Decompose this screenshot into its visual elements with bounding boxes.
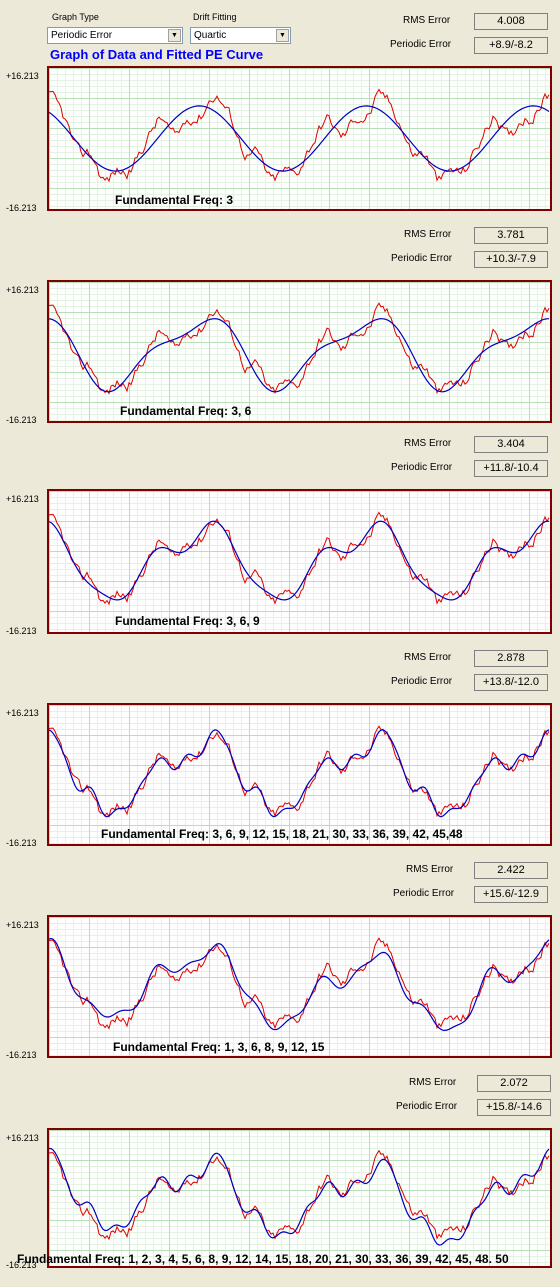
fundamental-freq-label: Fundamental Freq: 3 [115, 193, 234, 207]
graph-type-value: Periodic Error [51, 30, 113, 41]
rms-error-label: RMS Error [404, 652, 452, 663]
pe-plot[interactable] [47, 66, 552, 211]
fitted-curve-line [49, 318, 550, 393]
y-axis-min-label: -16.213 [6, 1260, 37, 1270]
rms-error-value: 2.072 [477, 1075, 551, 1092]
data-series-line [49, 937, 550, 1030]
chevron-down-icon[interactable]: ▼ [168, 29, 181, 42]
periodic-error-value: +15.6/-12.9 [474, 886, 548, 903]
fitted-curve-line [49, 937, 550, 1032]
y-axis-max-label: +16.213 [6, 71, 39, 81]
fitted-curve-line [49, 729, 550, 818]
pe-plot[interactable] [47, 1128, 552, 1268]
data-series-line [49, 302, 550, 395]
pe-plot-svg [49, 511, 550, 606]
fundamental-freq-label: Fundamental Freq: 1, 3, 6, 8, 9, 12, 15 [113, 1040, 325, 1054]
y-axis-min-label: -16.213 [6, 626, 37, 636]
y-axis-max-label: +16.213 [6, 285, 39, 295]
rms-error-value: 3.404 [474, 436, 548, 453]
fundamental-freq-label: Fundamental Freq: 3, 6, 9, 12, 15, 18, 2… [101, 827, 463, 841]
rms-error-label: RMS Error [404, 438, 452, 449]
data-series-line [49, 725, 550, 818]
periodic-error-label: Periodic Error [393, 888, 455, 899]
periodic-error-label: Periodic Error [396, 1101, 458, 1112]
pe-plot[interactable] [47, 489, 552, 634]
rms-error-label: RMS Error [403, 15, 451, 26]
periodic-error-value: +8.9/-8.2 [474, 37, 548, 54]
data-series-line [49, 88, 550, 183]
periodic-error-label: Periodic Error [391, 676, 453, 687]
rms-error-label: RMS Error [406, 864, 454, 875]
periodic-error-label: Periodic Error [390, 39, 452, 50]
rms-error-label: RMS Error [404, 229, 452, 240]
rms-error-value: 2.878 [474, 650, 548, 667]
y-axis-min-label: -16.213 [6, 838, 37, 848]
y-axis-max-label: +16.213 [6, 920, 39, 930]
rms-error-value: 2.422 [474, 862, 548, 879]
pe-plot[interactable] [47, 280, 552, 423]
graph-type-select[interactable]: Periodic Error ▼ [47, 27, 183, 44]
fundamental-freq-label: Fundamental Freq: 3, 6, 9 [115, 614, 260, 628]
periodic-error-value: +15.8/-14.6 [477, 1099, 551, 1116]
pe-plot-svg [49, 937, 550, 1032]
periodic-error-label: Periodic Error [391, 462, 453, 473]
pe-plot-svg [49, 88, 550, 183]
graph-title: Graph of Data and Fitted PE Curve [50, 47, 264, 62]
graph-type-label: Graph Type [52, 12, 99, 22]
fitted-curve-line [49, 520, 550, 601]
periodic-error-value: +11.8/-10.4 [474, 460, 548, 477]
fitted-curve-line [49, 1147, 550, 1246]
pe-plot[interactable] [47, 915, 552, 1058]
pe-plot[interactable] [47, 703, 552, 846]
fundamental-freq-label: Fundamental Freq: 1, 2, 3, 4, 5, 6, 8, 9… [17, 1252, 509, 1266]
y-axis-max-label: +16.213 [6, 708, 39, 718]
rms-error-value: 4.008 [474, 13, 548, 30]
chevron-down-icon[interactable]: ▼ [276, 29, 289, 42]
y-axis-max-label: +16.213 [6, 494, 39, 504]
drift-fitting-value: Quartic [194, 30, 227, 41]
data-series-line [49, 511, 550, 606]
pe-plot-svg [49, 302, 550, 395]
fitted-curve-line [49, 105, 550, 172]
pe-plot-svg [49, 725, 550, 818]
y-axis-min-label: -16.213 [6, 1050, 37, 1060]
rms-error-label: RMS Error [409, 1077, 457, 1088]
periodic-error-value: +10.3/-7.9 [474, 251, 548, 268]
pe-plot-svg [49, 1147, 550, 1246]
fundamental-freq-label: Fundamental Freq: 3, 6 [120, 404, 252, 418]
y-axis-min-label: -16.213 [6, 203, 37, 213]
drift-fitting-label: Drift Fitting [193, 12, 237, 22]
rms-error-value: 3.781 [474, 227, 548, 244]
y-axis-max-label: +16.213 [6, 1133, 39, 1143]
periodic-error-value: +13.8/-12.0 [474, 674, 548, 691]
y-axis-min-label: -16.213 [6, 415, 37, 425]
drift-fitting-select[interactable]: Quartic ▼ [190, 27, 291, 44]
periodic-error-label: Periodic Error [391, 253, 453, 264]
data-series-line [49, 1149, 550, 1241]
